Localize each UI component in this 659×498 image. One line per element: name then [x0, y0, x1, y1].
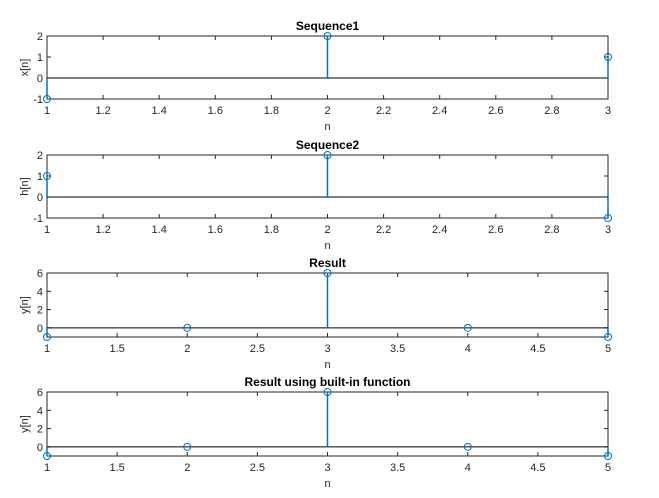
x-tick-label: 3	[324, 343, 330, 355]
y-tick-label: 1	[37, 52, 43, 64]
x-tick-label: 2.4	[432, 105, 447, 117]
x-tick-label: 2.6	[488, 105, 503, 117]
stem-marker	[43, 95, 51, 103]
x-tick-label: 1.6	[208, 224, 223, 236]
x-tick-label: 1.8	[264, 224, 279, 236]
x-axis-label: n	[324, 240, 330, 252]
y-axis-label: h[n]	[19, 177, 31, 195]
y-tick-label: -1	[33, 213, 43, 225]
x-tick-label: 1.4	[152, 224, 167, 236]
x-tick-label: 3.5	[390, 343, 405, 355]
y-tick-label: 1	[37, 171, 43, 183]
x-tick-label: 3	[605, 105, 611, 117]
y-tick-label: 2	[37, 150, 43, 162]
x-tick-label: 2.8	[544, 224, 559, 236]
x-tick-label: 5	[605, 462, 611, 474]
y-tick-label: 0	[37, 442, 43, 454]
x-tick-label: 2.5	[250, 462, 265, 474]
y-tick-label: 0	[37, 73, 43, 85]
x-tick-label: 4.5	[530, 462, 545, 474]
subplot-3: 1 1.5 2 2.5 3 3.5 4 4.5 5 0 2 4 6 Result n y[n]	[19, 256, 612, 371]
x-tick-label: 2	[324, 105, 330, 117]
x-tick-label: 3	[324, 462, 330, 474]
stem-marker	[323, 269, 332, 277]
y-tick-label: 2	[37, 31, 43, 43]
plot-title: Sequence1	[296, 19, 360, 33]
y-tick-label: 6	[37, 268, 43, 280]
x-axis-label: n	[324, 478, 330, 490]
x-tick-label: 2.5	[250, 343, 265, 355]
y-tick-label: 6	[37, 387, 43, 399]
y-axis-label: x[n]	[19, 59, 31, 77]
plot-title: Result using built-in function	[245, 375, 411, 389]
stem-marker	[43, 452, 51, 460]
stem-marker	[183, 442, 192, 451]
subplot-1: 1 1.2 1.4 1.6 1.8 2 2.2 2.4 2.6 2.8 3 -1 0 1 2 Sequence…	[19, 19, 612, 133]
x-tick-label: 1.8	[264, 105, 279, 117]
x-tick-label: 1.2	[95, 224, 110, 236]
x-tick-label: 4	[465, 462, 471, 474]
stem-marker	[604, 214, 612, 222]
x-tick-label: 1	[44, 462, 50, 474]
x-tick-label: 1.2	[95, 105, 110, 117]
x-tick-label: 2	[184, 343, 190, 355]
x-axis-label: n	[324, 121, 330, 133]
x-tick-label: 2	[324, 224, 330, 236]
y-tick-label: 0	[37, 323, 43, 335]
x-tick-label: 2.6	[488, 224, 503, 236]
x-tick-label: 1.6	[208, 105, 223, 117]
stem-marker	[323, 32, 332, 40]
stem-marker	[43, 333, 51, 341]
x-tick-label: 3.5	[390, 462, 405, 474]
x-tick-label: 1.5	[109, 343, 124, 355]
stem-marker	[463, 323, 472, 332]
stem-marker	[323, 388, 332, 396]
y-tick-label: 4	[37, 405, 43, 417]
stem-marker	[323, 151, 332, 159]
x-tick-label: 2.2	[376, 224, 391, 236]
x-tick-label: 1	[44, 224, 50, 236]
stem-marker	[183, 323, 192, 332]
stem-marker	[604, 53, 612, 61]
stem-marker	[604, 452, 612, 460]
y-tick-label: 4	[37, 286, 43, 298]
x-tick-label: 2.2	[376, 105, 391, 117]
plot-title: Sequence2	[296, 138, 360, 152]
stem-marker	[43, 172, 51, 180]
y-tick-label: 0	[37, 192, 43, 204]
y-axis-label: y[n]	[19, 415, 31, 433]
x-tick-label: 2.4	[432, 224, 447, 236]
x-tick-label: 5	[605, 343, 611, 355]
x-tick-label: 2	[184, 462, 190, 474]
x-tick-label: 1.4	[152, 105, 167, 117]
stem-marker	[604, 333, 612, 341]
x-tick-label: 4	[465, 343, 471, 355]
x-tick-label: 1	[44, 343, 50, 355]
plot-title: Result	[309, 256, 346, 270]
y-axis-label: y[n]	[19, 296, 31, 314]
y-tick-label: 2	[37, 424, 43, 436]
x-tick-label: 3	[605, 224, 611, 236]
subplot-2: 1 1.2 1.4 1.6 1.8 2 2.2 2.4 2.6 2.8 3 -1 0 1 2 Sequence…	[19, 138, 612, 252]
x-tick-label: 1.5	[109, 462, 124, 474]
x-tick-label: 4.5	[530, 343, 545, 355]
x-tick-label: 1	[44, 105, 50, 117]
stem-marker	[463, 442, 472, 451]
subplot-4: 1 1.5 2 2.5 3 3.5 4 4.5 5 0 2 4 6 Result using built-…	[19, 375, 612, 490]
y-tick-label: -1	[33, 94, 43, 106]
x-tick-label: 2.8	[544, 105, 559, 117]
x-axis-label: n	[324, 359, 330, 371]
y-tick-label: 2	[37, 305, 43, 317]
